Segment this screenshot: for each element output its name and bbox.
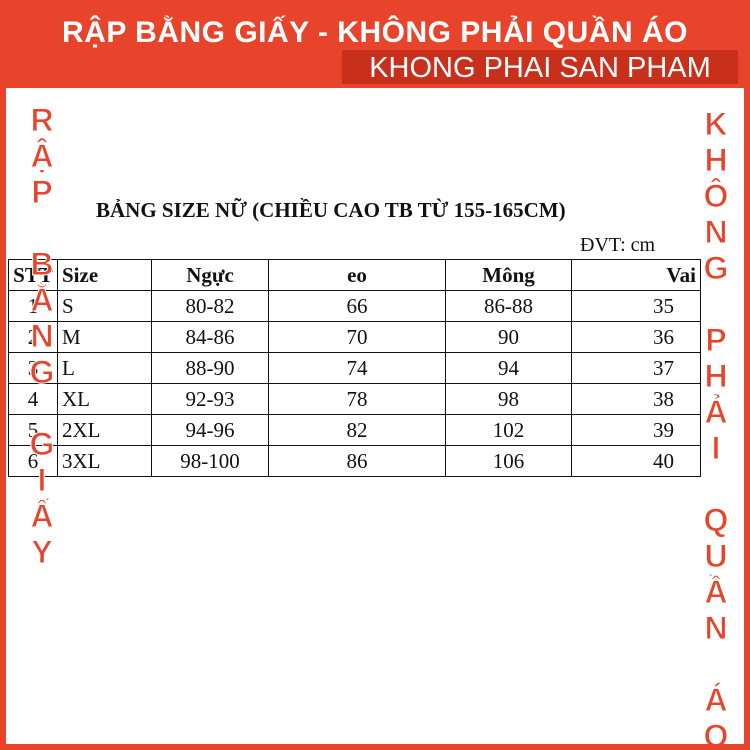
header-cell: Mông xyxy=(445,259,572,291)
header-cell: Ngực xyxy=(151,259,269,291)
table-cell: 106 xyxy=(445,445,572,477)
header-cell: eo xyxy=(268,259,446,291)
table-cell: 35 xyxy=(571,290,701,322)
table-cell: 6 xyxy=(8,445,58,477)
table-cell: 102 xyxy=(445,414,572,446)
table-cell: 86 xyxy=(268,445,446,477)
table-cell: S xyxy=(57,290,152,322)
table-cell: 94-96 xyxy=(151,414,269,446)
table-cell: 39 xyxy=(571,414,701,446)
banner-subtitle-box: KHONG PHAI SAN PHAM xyxy=(342,50,738,84)
banner-subtitle: KHONG PHAI SAN PHAM xyxy=(369,52,711,84)
table-row: 4 XL 92-93 78 98 38 xyxy=(8,383,701,415)
table-row: 2 M 84-86 70 90 36 xyxy=(8,321,701,353)
table-cell: 37 xyxy=(571,352,701,384)
size-table: STT Size Ngực eo Mông Vai 1 S 80-82 66 86-88 35 2 M 84… xyxy=(8,259,701,477)
banner: RẬP BẰNG GIẤY - KHÔNG PHẢI QUẦN ÁO KHONG… xyxy=(6,6,744,88)
table-row: 5 2XL 94-96 82 102 39 xyxy=(8,414,701,446)
side-text-left: RẬP BẰNG GIẤY xyxy=(24,102,61,571)
table-cell: M xyxy=(57,321,152,353)
header-cell: STT xyxy=(8,259,58,291)
unit-label: ĐVT: cm xyxy=(580,234,656,256)
table-cell: 38 xyxy=(571,383,701,415)
table-cell: 5 xyxy=(8,414,58,446)
header-row: STT Size Ngực eo Mông Vai xyxy=(8,259,701,291)
table-cell: 94 xyxy=(445,352,572,384)
table-cell: 80-82 xyxy=(151,290,269,322)
table-title: BẢNG SIZE NỮ (CHIỀU CAO TB TỪ 155-165CM) xyxy=(96,198,566,222)
banner-title: RẬP BẰNG GIẤY - KHÔNG PHẢI QUẦN ÁO xyxy=(62,16,688,49)
table-row: 6 3XL 98-100 86 106 40 xyxy=(8,445,701,477)
table-cell: 78 xyxy=(268,383,446,415)
table-cell: 2XL xyxy=(57,414,152,446)
table-cell: XL xyxy=(57,383,152,415)
side-text-right: KHÔNG PHẢI QUẦN ÁO xyxy=(698,106,735,750)
table-cell: 74 xyxy=(268,352,446,384)
header-cell: Size xyxy=(57,259,152,291)
table-cell: 92-93 xyxy=(151,383,269,415)
table-cell: 36 xyxy=(571,321,701,353)
table-cell: 40 xyxy=(571,445,701,477)
table-cell: 66 xyxy=(268,290,446,322)
table-cell: 88-90 xyxy=(151,352,269,384)
table-cell: 84-86 xyxy=(151,321,269,353)
table-row: 1 S 80-82 66 86-88 35 xyxy=(8,290,701,322)
table-cell: 70 xyxy=(268,321,446,353)
table-row: 3 L 88-90 74 94 37 xyxy=(8,352,701,384)
table-cell: 86-88 xyxy=(445,290,572,322)
table-cell: 90 xyxy=(445,321,572,353)
table-cell: 1 xyxy=(8,290,58,322)
table-cell: 98-100 xyxy=(151,445,269,477)
table-cell: 98 xyxy=(445,383,572,415)
table-cell: L xyxy=(57,352,152,384)
header-cell: Vai xyxy=(571,259,701,291)
table-cell: 3XL xyxy=(57,445,152,477)
table-cell: 82 xyxy=(268,414,446,446)
